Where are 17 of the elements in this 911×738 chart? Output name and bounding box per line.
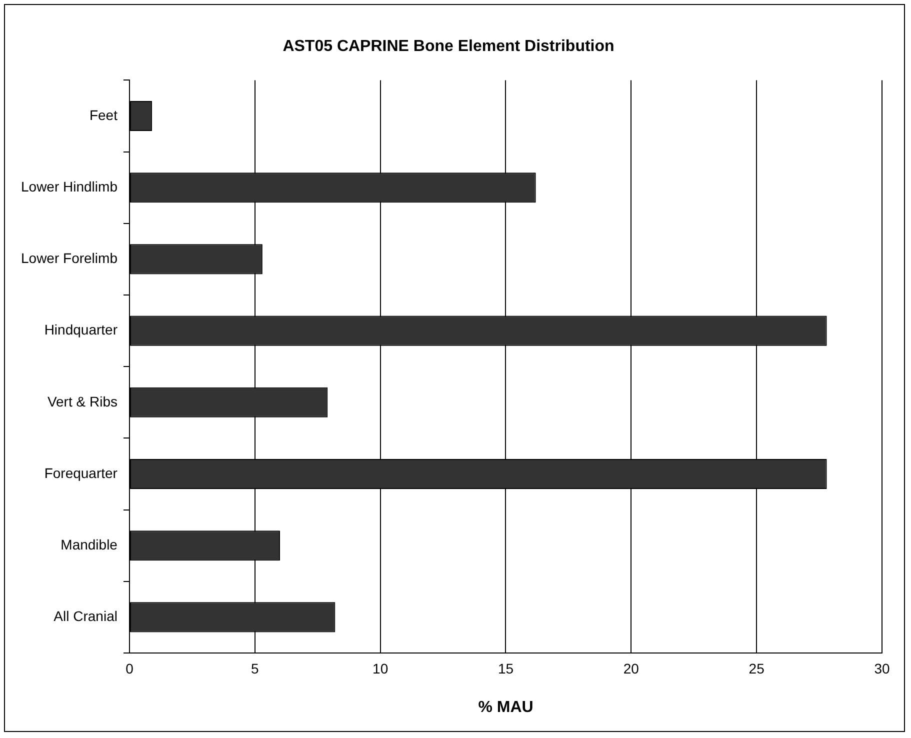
y-tick-label: Forequarter (44, 464, 118, 481)
y-tick-label: Hindquarter (44, 322, 118, 338)
y-tick-label: Lower Forelimb (21, 250, 118, 266)
x-tick-label: 30 (874, 660, 890, 676)
y-tick-label: All Cranial (54, 608, 118, 624)
x-axis-title: % MAU (478, 698, 534, 716)
x-tick-label: 15 (498, 660, 514, 676)
y-tick-label: Feet (89, 106, 118, 123)
y-tick-label: Lower Hindlimb (21, 178, 118, 194)
x-tick-label: 5 (251, 660, 260, 676)
y-tick-label: Mandible (60, 536, 118, 552)
x-tick-label: 10 (372, 660, 388, 676)
chart-title: AST05 CAPRINE Bone Element Distribution (282, 38, 614, 56)
x-tick-label: 20 (623, 660, 640, 676)
x-tick-label: 0 (126, 660, 134, 676)
y-tick-label: Vert & Ribs (47, 393, 118, 410)
x-tick-label: 25 (748, 660, 765, 676)
